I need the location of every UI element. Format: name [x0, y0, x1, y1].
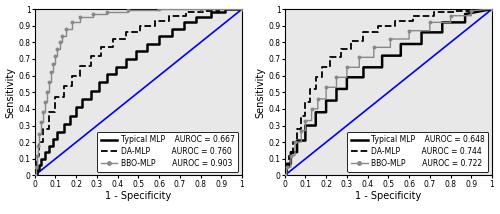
Legend: Typical MLP    AUROC = 0.648, DA-MLP         AUROC = 0.744, BBO-MLP       AUROC : Typical MLP AUROC = 0.648, DA-MLP AUROC …	[347, 132, 488, 172]
Y-axis label: Sensitivity: Sensitivity	[256, 67, 266, 118]
X-axis label: 1 - Specificity: 1 - Specificity	[355, 192, 422, 201]
Y-axis label: Sensitivity: Sensitivity	[6, 67, 16, 118]
X-axis label: 1 - Specificity: 1 - Specificity	[105, 192, 172, 201]
Legend: Typical MLP    AUROC = 0.667, DA-MLP         AUROC = 0.760, BBO-MLP       AUROC : Typical MLP AUROC = 0.667, DA-MLP AUROC …	[97, 132, 238, 172]
